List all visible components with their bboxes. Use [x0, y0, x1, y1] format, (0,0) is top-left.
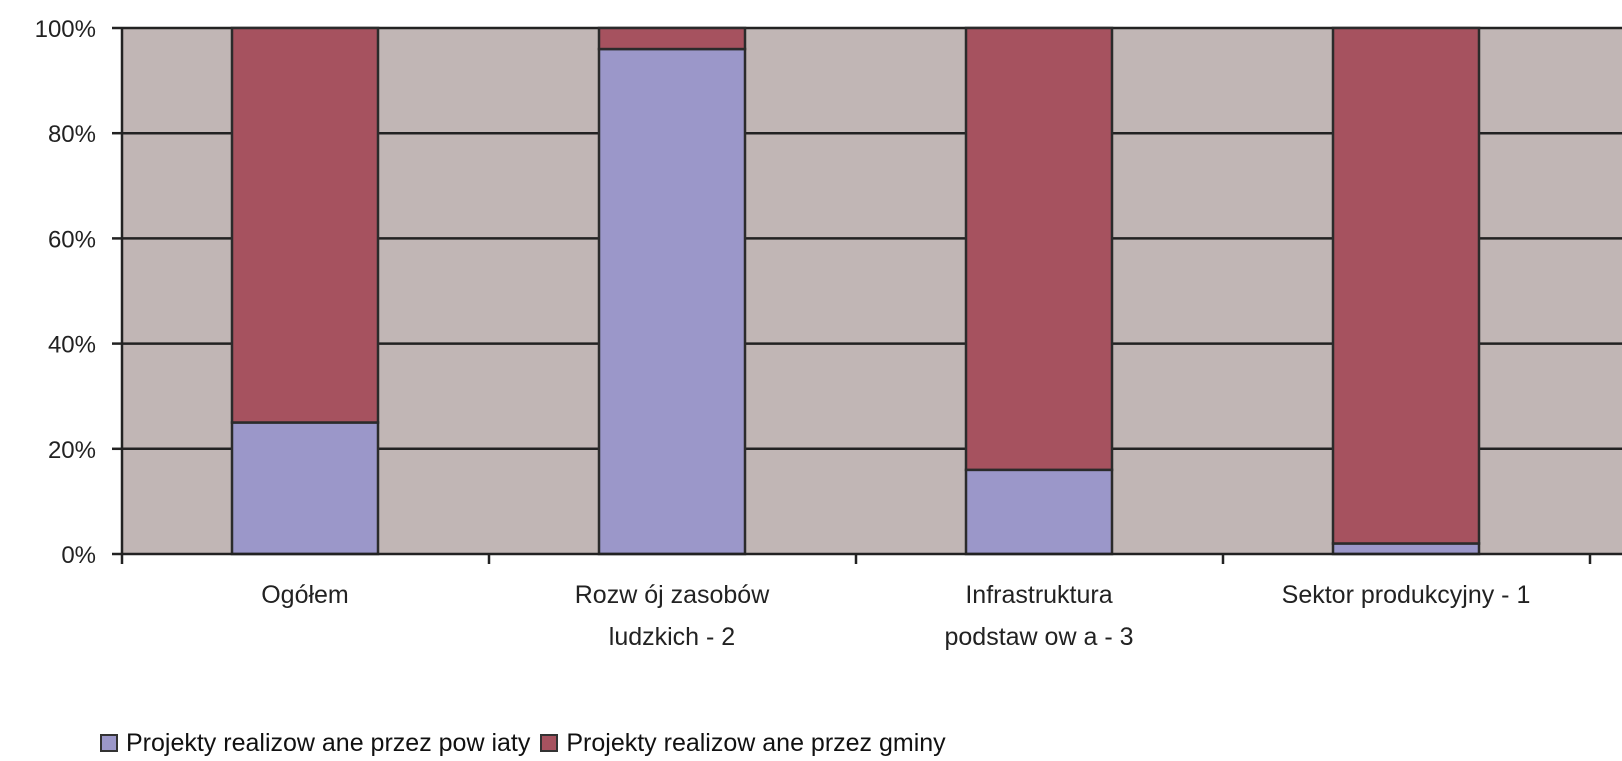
bar-segment-powiaty	[597, 47, 747, 556]
x-axis-labels: Ogółem Rozw ój zasobów ludzkich - 2 Infrast…	[261, 581, 1530, 651]
bar-segment-gminy	[230, 26, 380, 424]
category-label: Rozw ój zasobów	[575, 581, 770, 609]
category-label: Ogółem	[261, 581, 349, 609]
y-tick-label: 60%	[48, 226, 96, 253]
y-axis-ticks: 0% 20% 40% 60% 80% 100%	[35, 16, 122, 569]
legend: Projekty realizow ane przez pow iaty Pro…	[100, 728, 946, 758]
legend-item-powiaty: Projekty realizow ane przez pow iaty	[100, 729, 530, 758]
y-tick-label: 20%	[48, 437, 96, 464]
bar-segment-gminy	[964, 26, 1114, 472]
y-tick-label: 40%	[48, 332, 96, 359]
legend-swatch-powiaty	[100, 734, 118, 752]
category-label: ludzkich - 2	[609, 623, 735, 651]
y-tick-label: 100%	[35, 16, 96, 43]
legend-swatch-gminy	[540, 734, 559, 752]
legend-item-gminy: Projekty realizow ane przez gminy	[540, 728, 946, 758]
legend-label-gminy: Projekty realizow ane przez gminy	[566, 728, 946, 757]
category-label: podstaw ow a - 3	[945, 623, 1134, 651]
bar-segment-powiaty	[1331, 542, 1481, 556]
bar-segment-powiaty	[964, 468, 1114, 556]
y-tick-label: 0%	[61, 542, 96, 569]
category-label: Infrastruktura	[965, 581, 1112, 609]
legend-label-powiaty: Projekty realizow ane przez pow iaty	[126, 728, 531, 757]
bar-segment-powiaty	[230, 421, 380, 556]
axes	[120, 28, 1622, 564]
bar-segment-gminy	[1331, 26, 1481, 545]
y-tick-label: 80%	[48, 121, 96, 148]
bar-segment-gminy	[597, 26, 747, 51]
bars	[230, 26, 1481, 556]
category-label: Sektor produkcyjny - 1	[1282, 581, 1531, 609]
